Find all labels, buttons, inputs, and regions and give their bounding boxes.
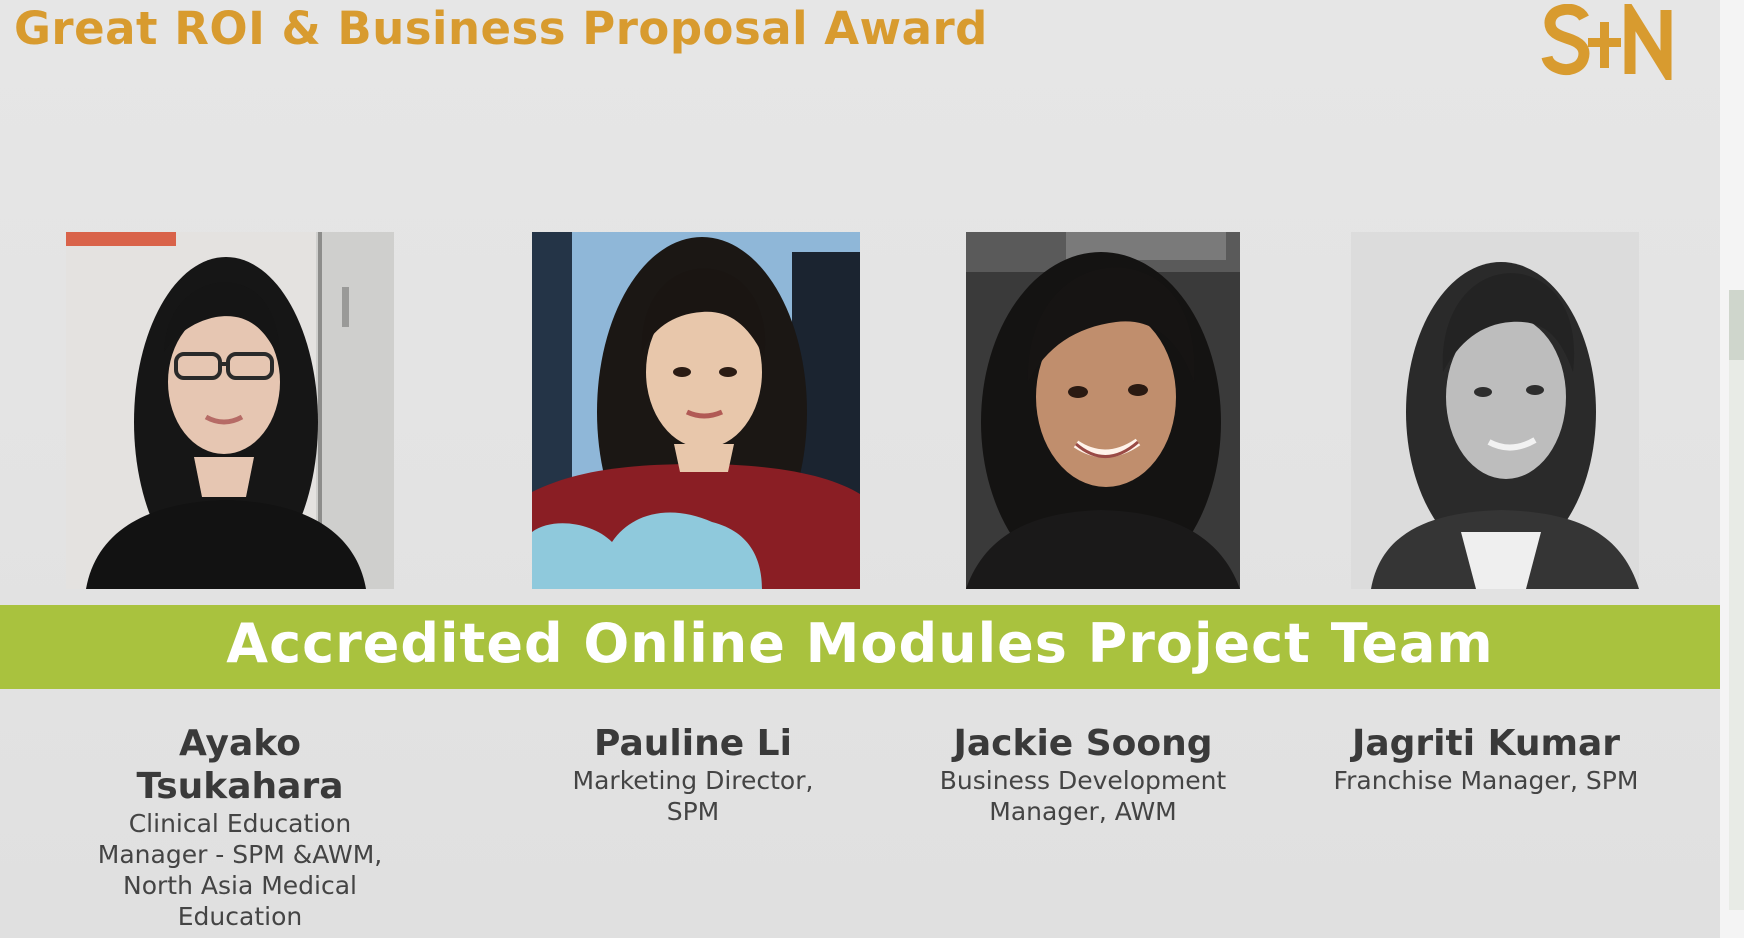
window-edge [1720, 0, 1744, 938]
member-role: Franchise Manager, SPM [1333, 766, 1639, 795]
team-banner-title: Accredited Online Modules Project Team [226, 612, 1494, 675]
company-logo [1541, 4, 1672, 80]
portrait-photo-jackie [966, 232, 1240, 589]
member-role: SPM [666, 797, 720, 826]
team-member-card: Pauline Li Marketing Director, SPM [533, 722, 853, 827]
portrait-photo-jagriti [1351, 232, 1639, 589]
team-banner [0, 605, 1720, 689]
portrait-photo-pauline [532, 232, 860, 589]
member-role: Education [177, 902, 303, 931]
member-name: Jagriti Kumar [1351, 723, 1621, 764]
member-role: Clinical Education [128, 809, 352, 838]
team-member-card: Jackie Soong Business Development Manage… [913, 722, 1253, 827]
member-role: Manager, AWM [989, 797, 1177, 826]
member-name: Pauline Li [594, 723, 792, 764]
member-name: Jackie Soong [953, 723, 1213, 764]
member-role: Marketing Director, [572, 766, 814, 795]
member-name: Tsukahara [136, 766, 344, 807]
member-name: Ayako [178, 723, 302, 764]
portrait-photo-ayako [66, 232, 394, 589]
member-role: Manager - SPM &AWM, [97, 840, 383, 869]
slide-title: Great ROI & Business Proposal Award [14, 2, 988, 55]
member-role: North Asia Medical [123, 871, 357, 900]
member-role: Business Development [939, 766, 1227, 795]
team-member-card: Ayako Tsukahara Clinical Education Manag… [80, 722, 400, 932]
team-member-card: Jagriti Kumar Franchise Manager, SPM [1316, 722, 1656, 796]
